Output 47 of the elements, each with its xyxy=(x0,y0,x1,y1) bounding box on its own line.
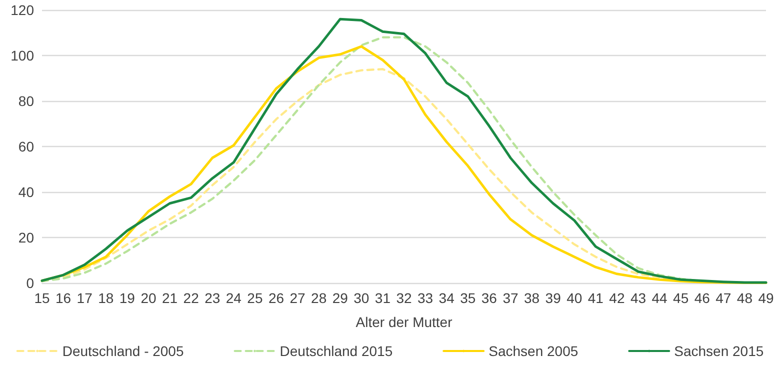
x-tick-label: 38 xyxy=(524,290,540,306)
x-tick-label: 24 xyxy=(226,290,242,306)
x-axis-title: Alter der Mutter xyxy=(356,314,453,330)
x-tick-label: 20 xyxy=(140,290,156,306)
x-tick-label: 30 xyxy=(354,290,370,306)
legend-label: Sachsen 2015 xyxy=(674,343,764,359)
y-tick-label: 120 xyxy=(10,2,34,18)
x-tick-label: 32 xyxy=(396,290,412,306)
x-tick-label: 33 xyxy=(418,290,434,306)
y-tick-label: 80 xyxy=(18,93,34,109)
x-tick-label: 36 xyxy=(481,290,498,306)
x-tick-label: 34 xyxy=(438,290,455,306)
x-tick-label: 28 xyxy=(311,290,327,306)
y-tick-label: 100 xyxy=(10,48,34,64)
x-tick-label: 23 xyxy=(204,290,220,306)
x-tick-label: 29 xyxy=(332,290,348,306)
y-tick-label: 20 xyxy=(18,230,34,246)
x-tick-label: 42 xyxy=(609,290,625,306)
x-tick-label: 26 xyxy=(268,290,284,306)
y-tick-label: 40 xyxy=(18,184,34,200)
y-tick-label: 60 xyxy=(18,138,34,154)
x-tick-label: 47 xyxy=(716,290,732,306)
x-tick-label: 27 xyxy=(290,290,306,306)
y-tick-label: 0 xyxy=(26,275,34,291)
legend-label: Deutschland 2015 xyxy=(280,343,393,359)
x-tick-label: 18 xyxy=(98,290,114,306)
x-tick-label: 43 xyxy=(630,290,646,306)
x-tick-label: 45 xyxy=(673,290,689,306)
x-tick-label: 40 xyxy=(566,290,582,306)
x-tick-label: 31 xyxy=(374,290,391,306)
x-tick-label: 49 xyxy=(758,290,774,306)
x-tick-label: 22 xyxy=(183,290,200,306)
x-tick-label: 16 xyxy=(56,290,72,306)
legend-label: Sachsen 2005 xyxy=(488,343,578,359)
x-tick-label: 46 xyxy=(694,290,710,306)
x-tick-label: 39 xyxy=(545,290,562,306)
x-tick-label: 37 xyxy=(502,290,518,306)
x-tick-label: 41 xyxy=(588,290,604,306)
x-tick-label: 44 xyxy=(652,290,668,306)
x-tick-label: 19 xyxy=(119,290,136,306)
x-tick-label: 17 xyxy=(76,290,93,306)
x-tick-label: 25 xyxy=(247,290,263,306)
x-tick-label: 15 xyxy=(34,290,50,306)
x-tick-label: 35 xyxy=(460,290,476,306)
x-tick-label: 21 xyxy=(162,290,178,306)
legend-label: Deutschland - 2005 xyxy=(62,343,184,359)
x-tick-label: 48 xyxy=(736,290,753,306)
